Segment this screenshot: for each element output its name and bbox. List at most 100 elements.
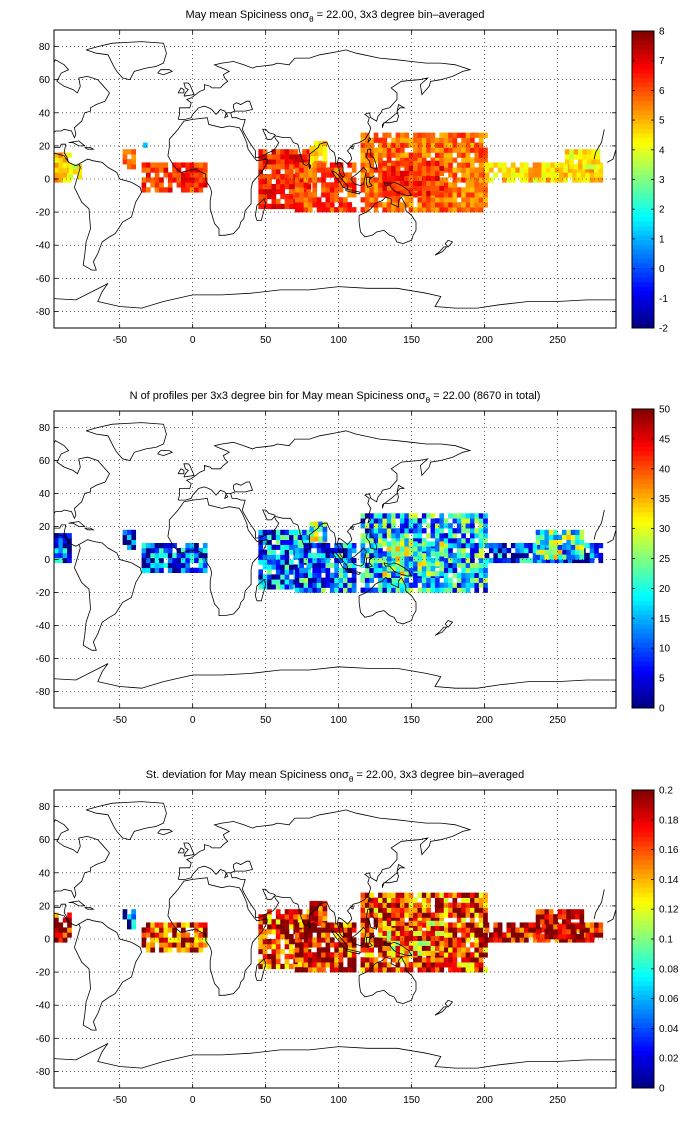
bin-cell [58, 172, 64, 178]
bin-cell [439, 533, 445, 539]
bin-cell [316, 967, 322, 973]
bin-cell [299, 543, 304, 549]
bin-cell [185, 187, 191, 193]
bin-cell [461, 533, 466, 539]
colorbar-step [632, 82, 654, 88]
bin-cell [141, 932, 147, 938]
bin-cell [461, 538, 466, 544]
bin-cell [307, 962, 313, 968]
bin-cell [312, 582, 318, 588]
coastlines [54, 41, 616, 309]
bin-cell [325, 932, 331, 938]
bin-cell [391, 912, 396, 918]
bin-cell [271, 529, 277, 536]
bin-cell [262, 159, 268, 165]
bin-cell [329, 197, 335, 203]
bin-cell [321, 172, 326, 178]
coastline [157, 829, 174, 836]
bin-cell [275, 559, 281, 565]
bin-cell [364, 967, 370, 973]
bin-cell [461, 172, 466, 178]
bin-cell [430, 962, 436, 968]
bin-cell [284, 924, 290, 930]
bin-cell [307, 587, 313, 593]
bin-cell [284, 183, 290, 190]
bin-cell [360, 902, 366, 908]
bin-cell [163, 562, 169, 569]
coastline [177, 49, 472, 178]
colorbar-step [632, 684, 654, 690]
bin-cell [62, 172, 68, 178]
bin-cell [408, 902, 414, 908]
colorbar-step [632, 174, 654, 180]
bin-cell [194, 172, 199, 178]
bin-cell [426, 185, 431, 191]
bin-cell [181, 187, 186, 193]
colorbar-step [632, 479, 654, 485]
bin-cell [275, 934, 281, 940]
bin-cell [417, 556, 423, 562]
bin-cell [408, 157, 414, 163]
bin-cell [474, 922, 480, 928]
bin-cell [131, 529, 137, 536]
bin-cell [515, 937, 520, 943]
bin-cell [307, 957, 313, 963]
bin-cell [506, 927, 512, 933]
bin-cell [430, 547, 436, 554]
bin-cell [369, 157, 374, 163]
bin-cell [439, 917, 445, 923]
bin-cell [181, 562, 186, 569]
colorbar-step [632, 147, 654, 153]
bin-cell [448, 942, 453, 948]
bin-cell [395, 197, 401, 203]
bin-cell [262, 174, 268, 180]
bin-cell [271, 203, 277, 210]
bin-cell [325, 922, 331, 928]
bin-cell [439, 940, 445, 946]
bin-cell [497, 932, 503, 938]
bin-cell [448, 902, 453, 908]
bin-cell [378, 157, 383, 163]
bin-cell [202, 557, 208, 564]
bin-cell [189, 162, 195, 168]
bin-cell [591, 159, 596, 165]
bin-cell [325, 552, 331, 559]
bin-cell [316, 202, 322, 208]
bin-cell [452, 557, 458, 564]
bin-cell [275, 924, 281, 930]
bin-cell [404, 175, 410, 181]
bin-cell [378, 557, 383, 564]
bin-cell [62, 932, 68, 938]
bin-cell [322, 526, 328, 532]
bin-cell [312, 942, 318, 948]
x-tick-label: -50 [112, 1095, 127, 1106]
bin-cell [439, 197, 445, 203]
bin-cell [271, 943, 277, 950]
bin-cell [483, 152, 488, 158]
bin-cell [430, 523, 436, 529]
bin-cell [399, 902, 405, 908]
bin-cell [493, 557, 499, 564]
bin-cell [306, 149, 312, 155]
bin-cell [456, 167, 462, 173]
bin-cell [426, 962, 431, 968]
bin-cell [154, 167, 160, 173]
bin-cell [541, 162, 547, 168]
bin-cell [159, 547, 164, 554]
bin-cell [563, 557, 569, 564]
bin-cell [448, 562, 453, 569]
coastline [254, 578, 267, 602]
y-tick-label: 0 [44, 935, 50, 946]
bin-cell [448, 927, 453, 933]
bin-cell [553, 549, 558, 555]
bin-cell [58, 922, 64, 928]
bin-cell [540, 554, 545, 560]
bin-cell [421, 587, 427, 593]
bin-cell [312, 962, 318, 968]
bin-cell [185, 562, 191, 569]
bin-cell [318, 526, 323, 532]
bin-cell [399, 137, 405, 143]
bin-cell [575, 539, 580, 545]
bin-cell [439, 587, 445, 593]
colorbar-step [632, 794, 654, 800]
